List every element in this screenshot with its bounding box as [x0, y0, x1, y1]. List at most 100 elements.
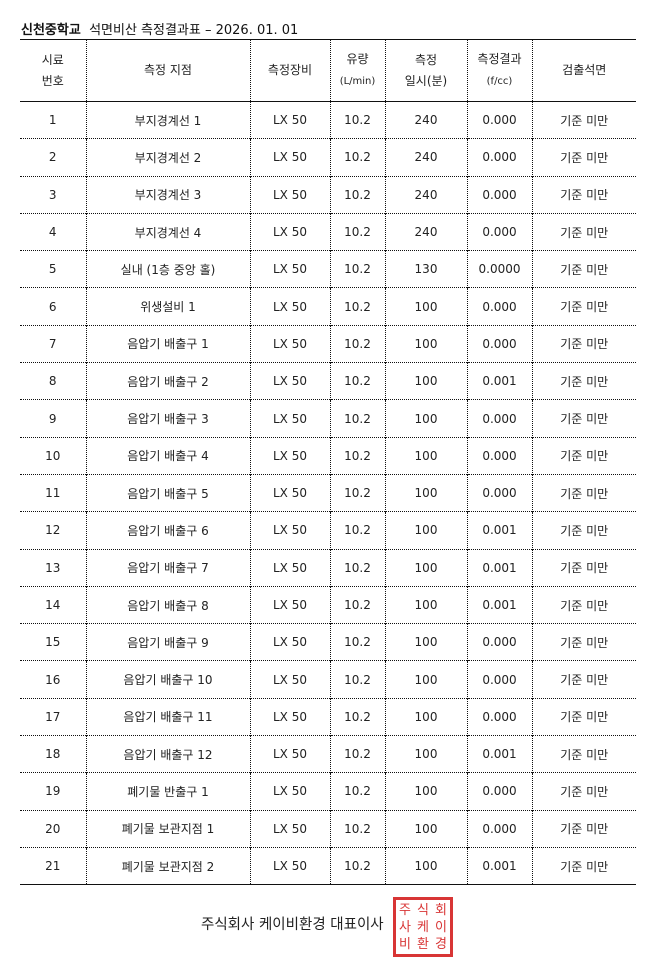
cell-time: 100: [384, 399, 467, 438]
cell-equipment: LX 50: [249, 436, 330, 475]
table-row: 6 위생설비 1 LX 50 10.2 100 0.000 기준 미만: [20, 287, 636, 326]
cell-flow: 10.2: [329, 548, 385, 587]
school-name: 신천중학교: [21, 23, 81, 38]
cell-no: 13: [20, 548, 86, 587]
signature-text: 주식회사 케이비환경 대표이사: [201, 917, 384, 933]
cell-flow: 10.2: [329, 772, 385, 811]
cell-equipment: LX 50: [249, 585, 330, 624]
table-row: 21 폐기물 보관지점 2 LX 50 10.2 100 0.001 기준 미만: [20, 846, 636, 885]
cell-flow: 10.2: [329, 399, 385, 438]
cell-flow: 10.2: [329, 436, 385, 475]
cell-equipment: LX 50: [249, 250, 330, 288]
cell-flow: 10.2: [329, 250, 385, 288]
cell-flow: 10.2: [329, 623, 385, 661]
cell-equipment: LX 50: [249, 511, 330, 550]
table-row: 10 음압기 배출구 4 LX 50 10.2 100 0.000 기준 미만: [20, 436, 636, 475]
cell-no: 3: [20, 175, 86, 214]
seal-glyph: 이: [435, 919, 447, 935]
cell-equipment: LX 50: [249, 772, 330, 811]
cell-detected: 기준 미만: [531, 511, 636, 550]
table-row: 5 실내 (1층 중앙 홀) LX 50 10.2 130 0.0000 기준 미만: [20, 250, 636, 288]
header-detected: 검출석면: [531, 39, 636, 102]
cell-result: 0.000: [466, 287, 532, 326]
cell-result: 0.001: [466, 362, 532, 400]
cell-flow: 10.2: [329, 660, 385, 699]
table-row: 13 음압기 배출구 7 LX 50 10.2 100 0.001 기준 미만: [20, 548, 636, 587]
seal-glyph: 경: [435, 936, 447, 952]
header-result: 측정결과 (f/cc): [466, 39, 532, 102]
cell-result: 0.000: [466, 623, 532, 661]
cell-no: 19: [20, 772, 86, 811]
cell-equipment: LX 50: [249, 473, 330, 512]
table-row: 2 부지경계선 2 LX 50 10.2 240 0.000 기준 미만: [20, 138, 636, 177]
cell-time: 100: [384, 473, 467, 512]
cell-result: 0.000: [466, 473, 532, 512]
cell-no: 14: [20, 585, 86, 624]
seal-glyph: 비: [399, 936, 411, 952]
table-row: 7 음압기 배출구 1 LX 50 10.2 100 0.000 기준 미만: [20, 324, 636, 363]
cell-flow: 10.2: [329, 287, 385, 326]
cell-flow: 10.2: [329, 175, 385, 214]
cell-location: 위생설비 1: [85, 287, 250, 326]
cell-location: 폐기물 반출구 1: [85, 772, 250, 811]
cell-location: 음압기 배출구 2: [85, 362, 250, 400]
cell-equipment: LX 50: [249, 548, 330, 587]
cell-flow: 10.2: [329, 585, 385, 624]
cell-result: 0.0000: [466, 250, 532, 288]
cell-equipment: LX 50: [249, 809, 330, 848]
cell-flow: 10.2: [329, 324, 385, 363]
cell-flow: 10.2: [329, 473, 385, 512]
header-location: 측정 지점: [85, 39, 250, 102]
header-no: 시료 번호: [20, 39, 86, 102]
cell-equipment: LX 50: [249, 212, 330, 251]
cell-detected: 기준 미만: [531, 138, 636, 177]
cell-location: 실내 (1층 중앙 홀): [85, 250, 250, 288]
cell-location: 음압기 배출구 7: [85, 548, 250, 587]
cell-time: 100: [384, 809, 467, 848]
cell-no: 8: [20, 362, 86, 400]
cell-location: 음압기 배출구 1: [85, 324, 250, 363]
cell-detected: 기준 미만: [531, 362, 636, 400]
cell-result: 0.001: [466, 735, 532, 773]
cell-equipment: LX 50: [249, 399, 330, 438]
cell-detected: 기준 미만: [531, 287, 636, 326]
cell-time: 100: [384, 623, 467, 661]
seal-glyph: 주: [399, 902, 411, 918]
cell-flow: 10.2: [329, 101, 385, 139]
cell-equipment: LX 50: [249, 138, 330, 177]
cell-time: 100: [384, 772, 467, 811]
document-title: 신천중학교 석면비산 측정결과표 – 2026. 01. 01: [21, 19, 298, 38]
table-row: 18 음압기 배출구 12 LX 50 10.2 100 0.001 기준 미만: [20, 735, 636, 773]
title-text: 석면비산 측정결과표 – 2026. 01. 01: [89, 23, 299, 38]
cell-result: 0.000: [466, 697, 532, 736]
cell-detected: 기준 미만: [531, 212, 636, 251]
cell-no: 2: [20, 138, 86, 177]
cell-detected: 기준 미만: [531, 175, 636, 214]
cell-result: 0.000: [466, 660, 532, 699]
cell-result: 0.001: [466, 585, 532, 624]
table-row: 3 부지경계선 3 LX 50 10.2 240 0.000 기준 미만: [20, 175, 636, 214]
cell-time: 100: [384, 846, 467, 885]
cell-no: 1: [48, 113, 57, 128]
cell-no: 21: [20, 846, 86, 885]
cell-flow: 10.2: [329, 362, 385, 400]
cell-equipment: LX 50: [249, 697, 330, 736]
table-row: 14 음압기 배출구 8 LX 50 10.2 100 0.001 기준 미만: [20, 585, 636, 624]
cell-no: 4: [20, 212, 86, 251]
cell-location: 음압기 배출구 3: [85, 399, 250, 438]
cell-result: 0.000: [466, 175, 532, 214]
cell-flow: 10.2: [329, 511, 385, 550]
header-row: 시료 번호 측정 지점 측정장비 유량 (L/min) 측정 일시(분) 측정결과 (f…: [20, 39, 636, 102]
table-row: 15 음압기 배출구 9 LX 50 10.2 100 0.000 기준 미만: [20, 623, 636, 661]
cell-location: 부지경계선 4: [85, 212, 250, 251]
table-row: 11 음압기 배출구 5 LX 50 10.2 100 0.000 기준 미만: [20, 473, 636, 512]
cell-location: 음압기 배출구 9: [85, 623, 250, 661]
cell-location: 음압기 배출구 8: [85, 585, 250, 624]
cell-equipment: LX 50: [249, 735, 330, 773]
cell-location: 부지경계선 1: [85, 101, 250, 139]
cell-no: 5: [20, 250, 86, 288]
cell-equipment: LX 50: [249, 362, 330, 400]
cell-time: 100: [384, 511, 467, 550]
cell-time: 100: [384, 287, 467, 326]
cell-time: 100: [384, 436, 467, 475]
